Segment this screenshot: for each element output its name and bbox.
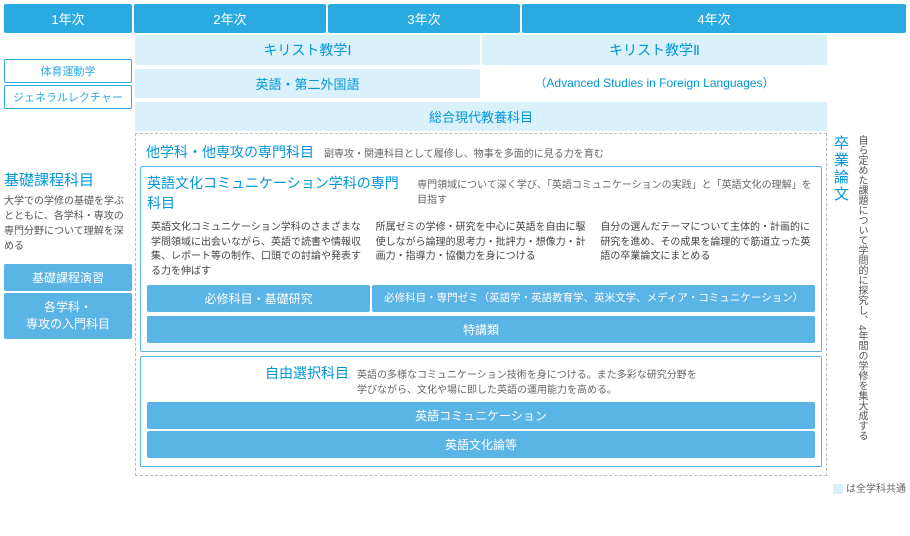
advanced-lang-bar: （Advanced Studies in Foreign Languages） (482, 69, 827, 98)
year-header-row: 1年次 2年次 3年次 4年次 (4, 4, 906, 33)
other-dept-row: 他学科・他専攻の専門科目 副専攻・関連科目として履修し、物事を多面的に見る力を育… (146, 142, 822, 162)
thesis-title: 卒業論文 (830, 135, 851, 203)
elective-desc: 英語の多様なコミュニケーション技術を身につける。また多彩な研究分野を学びながら、… (357, 366, 697, 396)
year-2: 2年次 (134, 4, 326, 33)
left-column: 体育運動学 ジェネラルレクチャー 基礎課程科目 大学での学修の基礎を学ぶとともに… (4, 35, 132, 476)
year-1: 1年次 (4, 4, 132, 33)
eng-comm-bar: 英語コミュニケーション (147, 402, 815, 429)
dept-section: 英語文化コミュニケーション学科の専門科目 専門領域について深く学び、「英語コミュ… (140, 166, 822, 352)
foundation-title: 基礎課程科目 (4, 169, 132, 190)
dept-desc-1: 英語文化コミュニケーション学科のさまざまな学問領域に出会いながら、英語で読書や情… (147, 219, 366, 281)
general-modern-bar: 総合現代教養科目 (135, 102, 827, 131)
year-3: 3年次 (328, 4, 520, 33)
pe-bar: 体育運動学 (4, 59, 132, 83)
elective-section: 自由選択科目 英語の多様なコミュニケーション技術を身につける。また多彩な研究分野… (140, 356, 822, 467)
required-basic-bar: 必修科目・基礎研究 (147, 285, 370, 312)
dept-desc: 専門領域について深く学び、「英語コミュニケーションの実践」と「英語文化の理解」を… (417, 176, 815, 206)
required-seminar-bar: 必修科目・専門ゼミ（英語学・英語教育学、英米文学、メディア・コミュニケーション） (372, 285, 815, 312)
foundation-desc: 大学での学修の基礎を学ぶとともに、各学科・専攻の専門分野について理解を深める (4, 194, 132, 254)
general-lecture-bar: ジェネラルレクチャー (4, 85, 132, 109)
right-column: 卒業論文 自ら定めた課題について学問的に探究し、4年間の学修を集大成する (830, 35, 906, 476)
elective-title: 自由選択科目 (265, 363, 349, 383)
special-lecture-bar: 特講類 (147, 316, 815, 343)
christ-1-bar: キリスト教学Ⅰ (135, 35, 480, 65)
foundation-seminar-bar: 基礎課程演習 (4, 264, 132, 291)
christ-2-bar: キリスト教学Ⅱ (482, 35, 827, 65)
dept-desc-3: 自分の選んだテーマについて主体的・計画的に研究を進め、その成果を論理的で筋道立っ… (596, 219, 815, 281)
legend-text: は全学科共通 (846, 484, 906, 495)
intro-subjects-bar: 各学科・ 専攻の入門科目 (4, 293, 132, 339)
other-dept-title: 他学科・他専攻の専門科目 (146, 142, 314, 162)
english-lang-bar: 英語・第二外国語 (135, 69, 480, 98)
main-column: キリスト教学Ⅰ キリスト教学Ⅱ 英語・第二外国語 （Advanced Studi… (135, 35, 827, 476)
year-4: 4年次 (522, 4, 906, 33)
dept-desc-2: 所属ゼミの学修・研究を中心に英語を自由に駆使しながら論理的思考力・批評力・想像力… (372, 219, 591, 281)
legend: は全学科共通 (4, 480, 906, 495)
thesis-desc: 自ら定めた課題について学問的に探究し、4年間の学修を集大成する (853, 135, 869, 441)
other-dept-desc: 副専攻・関連科目として履修し、物事を多面的に見る力を育む (324, 145, 604, 160)
legend-square-icon (833, 484, 843, 494)
eng-culture-bar: 英語文化論等 (147, 431, 815, 458)
dept-title: 英語文化コミュニケーション学科の専門科目 (147, 173, 409, 213)
